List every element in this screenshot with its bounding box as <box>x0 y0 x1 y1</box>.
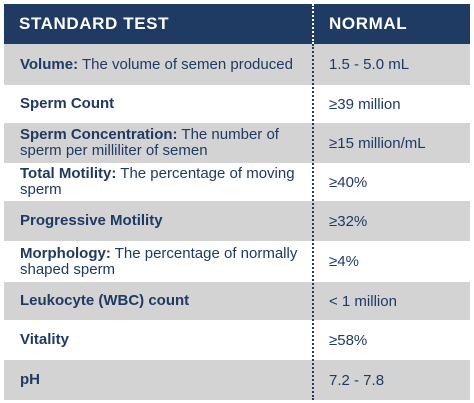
table-row-sperm-count: Sperm Count ≥39 million <box>4 85 470 123</box>
test-cell: Volume: The volume of semen produced <box>20 44 308 85</box>
test-cell: Total Motility: The percentage of moving… <box>20 163 308 201</box>
test-description: The percentage of moving sperm <box>20 165 295 198</box>
normal-value: 1.5 - 5.0 mL <box>329 56 410 73</box>
test-name: Total Motility: <box>20 165 117 182</box>
normal-value: ≥32% <box>329 212 368 230</box>
normal-value: 7.2 - 7.8 <box>329 371 385 389</box>
table-row-vitality: Vitality ≥58% <box>4 320 470 360</box>
test-name: Vitality <box>20 331 69 348</box>
normal-value: < 1 million <box>329 292 397 310</box>
table-row-leukocyte-count: Leukocyte (WBC) count < 1 million <box>4 282 470 320</box>
table-row-volume: Volume: The volume of semen produced 1.5… <box>4 44 470 85</box>
column-header-standard-test: STANDARD TEST <box>19 14 170 33</box>
test-name: pH <box>20 371 40 388</box>
test-name: Volume: <box>20 55 79 73</box>
table-row-total-motility: Total Motility: The percentage of moving… <box>4 163 470 201</box>
normal-value: ≥58% <box>329 331 368 349</box>
table-header: STANDARD TEST NORMAL <box>4 4 470 44</box>
test-description: The number of sperm per milliliter of se… <box>20 126 279 159</box>
table-row-ph: pH 7.2 - 7.8 <box>4 360 470 400</box>
column-header-normal: NORMAL <box>329 14 408 33</box>
normal-value: ≥39 million <box>329 95 401 113</box>
test-cell: Leukocyte (WBC) count <box>20 282 308 320</box>
header-column-divider <box>312 4 314 44</box>
table-row-sperm-concentration: Sperm Concentration: The number of sperm… <box>4 123 470 163</box>
table-row-progressive-motility: Progressive Motility ≥32% <box>4 201 470 241</box>
test-cell: Progressive Motility <box>20 201 308 241</box>
test-description: The percentage of normally shaped sperm <box>20 244 298 278</box>
test-cell: Vitality <box>20 320 308 360</box>
test-cell: Sperm Concentration: The number of sperm… <box>20 123 308 163</box>
table-row-morphology: Morphology: The percentage of normally s… <box>4 241 470 282</box>
normal-value: ≥40% <box>329 173 368 191</box>
test-name: Sperm Concentration: <box>20 126 178 143</box>
column-divider <box>312 44 314 400</box>
test-cell: Morphology: The percentage of normally s… <box>20 241 308 282</box>
test-description: The volume of semen produced <box>81 55 293 73</box>
test-name: Morphology: <box>20 244 111 262</box>
test-name: Leukocyte (WBC) count <box>20 292 190 309</box>
test-name: Sperm Count <box>20 95 115 112</box>
test-name: Progressive Motility <box>20 212 163 229</box>
test-cell: pH <box>20 360 308 400</box>
normal-value: ≥4% <box>329 253 359 270</box>
test-cell: Sperm Count <box>20 85 308 123</box>
normal-value: ≥15 million/mL <box>329 134 426 152</box>
